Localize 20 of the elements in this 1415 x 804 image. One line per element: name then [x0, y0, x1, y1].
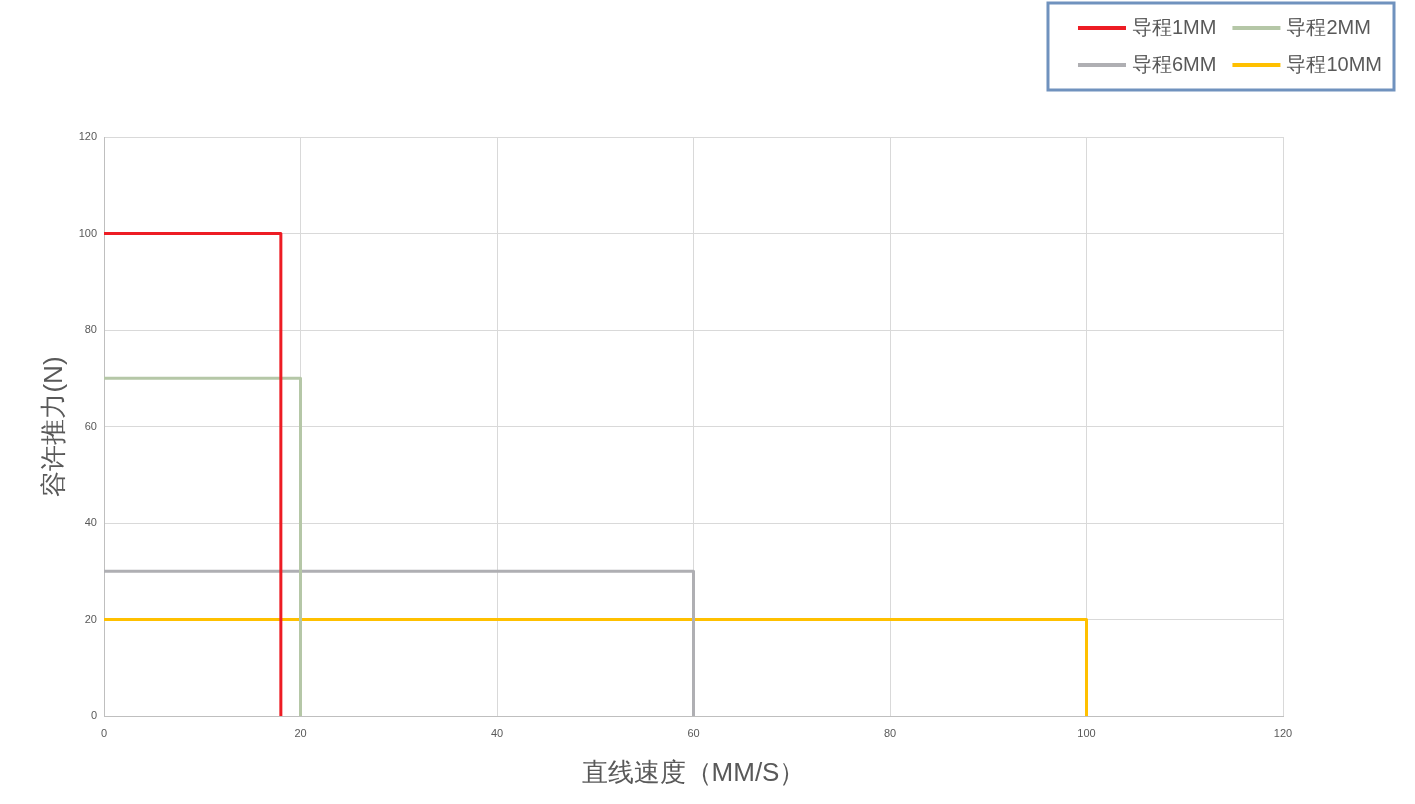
- x-tick-label: 0: [100, 726, 108, 739]
- x-tick-label: 100: [1077, 726, 1096, 739]
- y-axis-title: 容许推力(N): [37, 356, 68, 497]
- legend-label: 导程6MM: [1131, 52, 1217, 75]
- y-tick-label: 120: [78, 130, 97, 143]
- x-axis-title: 直线速度（MM/S）: [581, 756, 806, 787]
- x-tick-label: 80: [883, 726, 897, 739]
- y-tick-label: 20: [84, 612, 97, 625]
- y-tick-label: 40: [84, 516, 97, 529]
- legend-label: 导程2MM: [1286, 15, 1371, 38]
- y-tick-label: 0: [90, 709, 97, 722]
- x-tick-label: 40: [490, 726, 504, 739]
- x-tick-label: 120: [1273, 726, 1293, 739]
- y-tick-label: 80: [84, 323, 97, 336]
- y-tick-label: 100: [78, 226, 97, 239]
- x-tick-label: 60: [687, 726, 700, 739]
- y-tick-label: 60: [84, 419, 97, 432]
- x-tick-label: 20: [294, 726, 307, 739]
- legend-label: 导程1MM: [1131, 15, 1217, 38]
- legend-label: 导程10MM: [1286, 52, 1383, 75]
